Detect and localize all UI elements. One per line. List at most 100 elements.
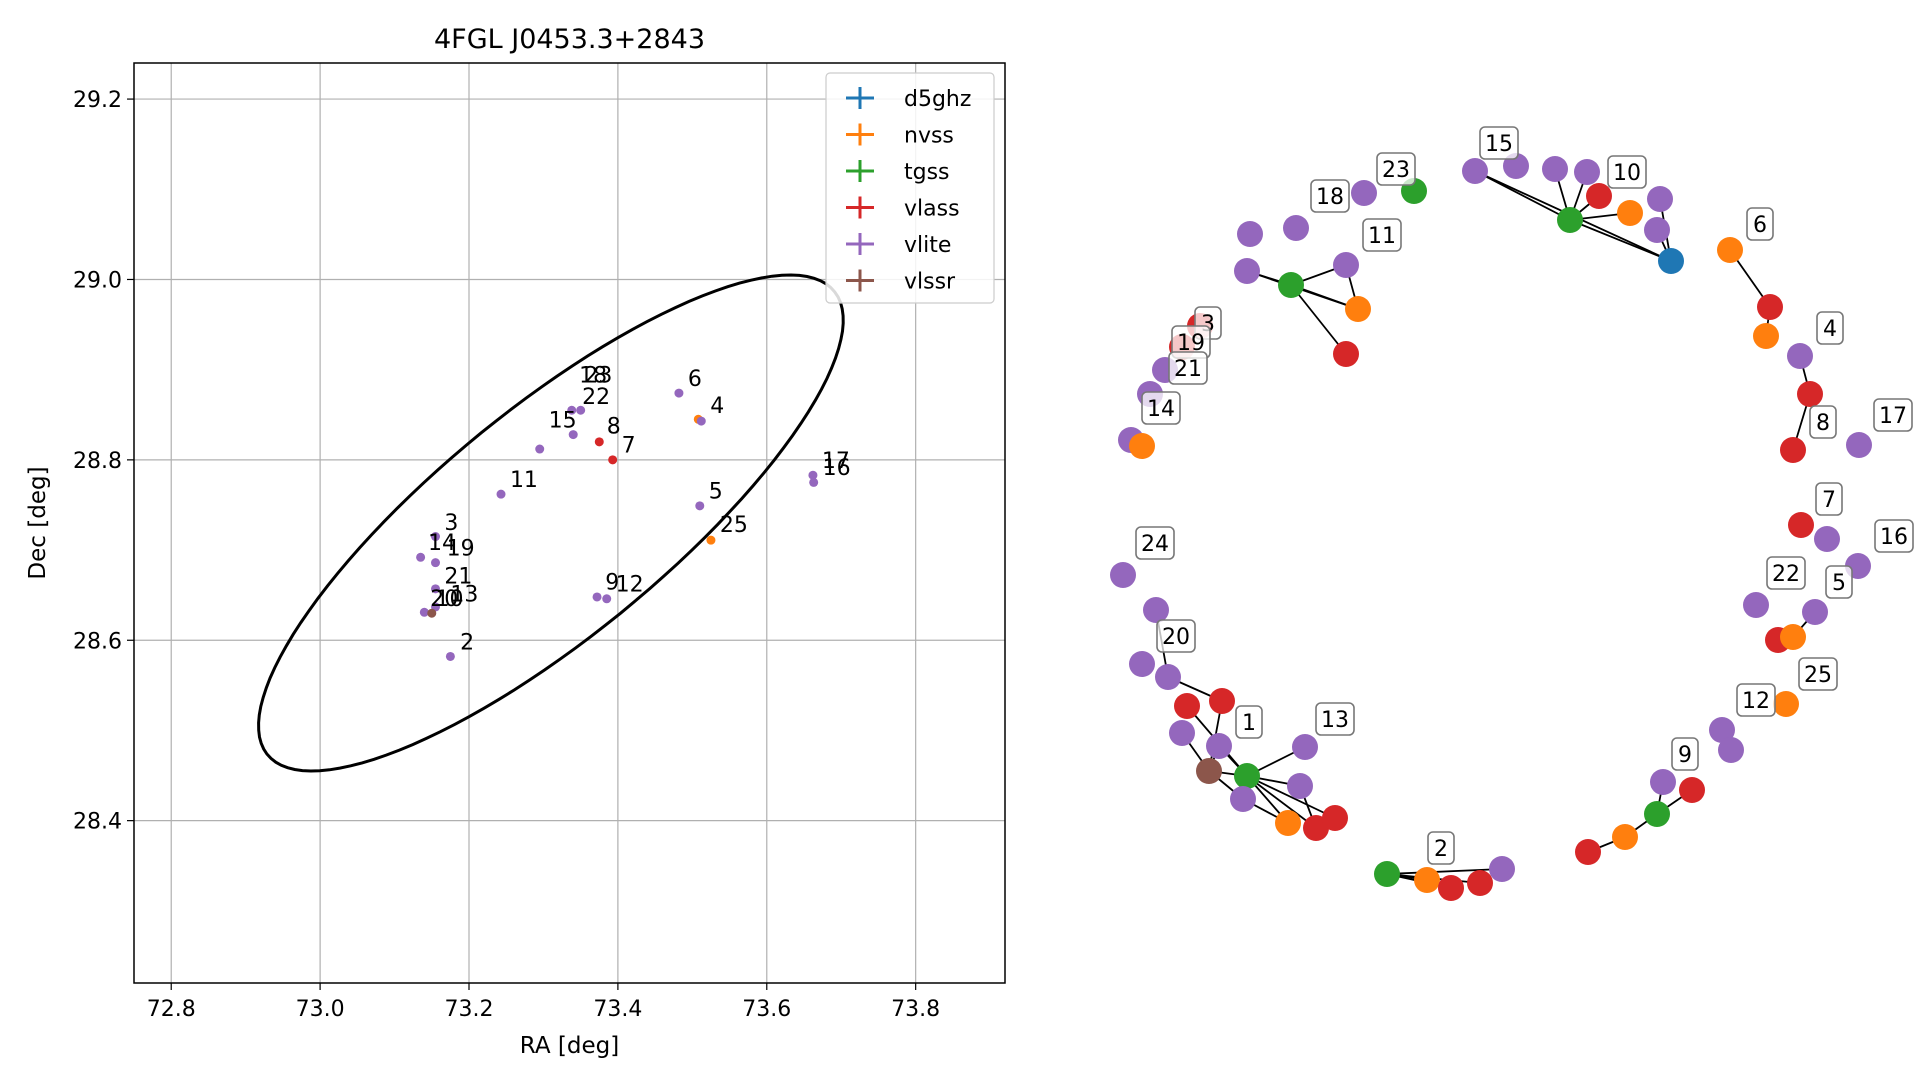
network-node-vlite	[1143, 597, 1169, 623]
network-edge	[1290, 284, 1347, 355]
node-label-box	[1427, 831, 1455, 865]
point-label: 18	[579, 363, 607, 388]
point-label: 6	[688, 367, 702, 392]
network-node-vlite	[1647, 186, 1673, 212]
network-node-nvss	[1612, 824, 1638, 850]
network-node-vlite	[1644, 217, 1670, 243]
y-tick-label: 28.6	[73, 629, 122, 654]
node-label-box	[1479, 126, 1519, 160]
point-label: 20	[430, 587, 458, 612]
point-label: 25	[720, 513, 748, 538]
network-node-vlite	[1234, 258, 1260, 284]
legend-entry-tgss: tgss	[904, 160, 950, 185]
x-tick-label: 73.8	[891, 997, 940, 1022]
source-point-vlite	[808, 470, 818, 480]
network-node-tgss	[1644, 801, 1670, 827]
node-label: 2	[1434, 837, 1448, 862]
x-tick-label: 72.8	[147, 997, 196, 1022]
network-node-tgss	[1557, 207, 1583, 233]
point-label: 7	[622, 434, 636, 459]
node-label: 17	[1879, 404, 1907, 429]
network-node-vlass	[1575, 839, 1601, 865]
uncertainty-ellipse-layer	[257, 273, 845, 773]
source-point-vlite	[674, 388, 684, 398]
y-axis-label: Dec [deg]	[25, 466, 51, 579]
node-label: 25	[1804, 663, 1832, 688]
node-label: 22	[1772, 562, 1800, 587]
network-node-vlite	[1814, 526, 1840, 552]
source-point-vlite	[809, 477, 819, 487]
node-label-box	[1671, 737, 1699, 771]
node-label: 18	[1316, 185, 1344, 210]
node-label-box	[1825, 565, 1853, 599]
node-label-box	[1873, 398, 1913, 432]
node-label: 24	[1141, 532, 1169, 557]
network-node-vlite	[1110, 562, 1136, 588]
network-node-vlass	[1209, 688, 1235, 714]
node-label: 7	[1822, 488, 1836, 513]
network-node-nvss	[1275, 810, 1301, 836]
x-tick-label: 73.2	[445, 997, 494, 1022]
node-label-box	[1809, 405, 1837, 439]
point-label: 13	[450, 582, 478, 607]
network-node-vlite	[1351, 180, 1377, 206]
legend-entry-nvss: nvss	[904, 124, 954, 149]
network-node-vlass	[1174, 693, 1200, 719]
node-label: 4	[1823, 317, 1837, 342]
network-node-nvss	[1414, 867, 1440, 893]
node-label-box	[1135, 526, 1175, 560]
node-label-box	[1798, 657, 1838, 691]
source-point-vlass	[608, 455, 618, 465]
source-point-nvss	[706, 535, 716, 545]
point-label: 3	[444, 511, 458, 536]
node-label: 16	[1880, 525, 1908, 550]
point-label: 10	[436, 587, 464, 612]
node-label: 21	[1174, 357, 1202, 382]
legend-entry-vlite: vlite	[904, 233, 951, 258]
source-point-vlite	[696, 416, 706, 426]
network-node-vlass	[1467, 870, 1493, 896]
network-node-tgss	[1374, 861, 1400, 887]
x-tick-label: 73.0	[296, 997, 345, 1022]
network-node-vlite	[1787, 343, 1813, 369]
node-label-box	[1815, 482, 1843, 516]
network-node-nvss	[1617, 200, 1643, 226]
node-label: 12	[1742, 689, 1770, 714]
network-node-vlass	[1788, 512, 1814, 538]
source-point-vlite	[602, 594, 612, 604]
y-tick-label: 28.8	[73, 449, 122, 474]
source-point-vlite	[419, 607, 429, 617]
legend-entry-d5ghz: d5ghz	[904, 87, 971, 112]
y-tick-label: 28.4	[73, 810, 122, 835]
point-label: 5	[709, 480, 723, 505]
node-label-box	[1816, 311, 1844, 345]
node-label-box	[1874, 519, 1914, 553]
x-axis-label: RA [deg]	[520, 1033, 619, 1059]
network-edge	[1246, 775, 1336, 819]
legend-entry-vlssr: vlssr	[904, 270, 956, 295]
y-tick-label: 29.2	[73, 88, 122, 113]
node-label: 13	[1321, 708, 1349, 733]
point-label: 15	[549, 408, 577, 433]
x-tick-label: 73.6	[742, 997, 791, 1022]
network-node-vlite	[1574, 159, 1600, 185]
point-label: 14	[428, 531, 456, 556]
point-label: 16	[823, 456, 851, 481]
x-tick-label: 73.4	[593, 997, 642, 1022]
network-node-vlass	[1586, 183, 1612, 209]
chart-title: 4FGL J0453.3+2843	[434, 24, 705, 55]
network-node-tgss	[1278, 272, 1304, 298]
point-label: 8	[607, 415, 621, 440]
node-label: 20	[1162, 625, 1190, 650]
network-node-vlass	[1679, 777, 1705, 803]
source-point-vlite	[496, 489, 506, 499]
node-label-box	[1156, 619, 1196, 653]
legend: d5ghz nvss tgss vlass vlite vlssr	[825, 72, 995, 304]
uncertainty-ellipse	[257, 273, 845, 773]
source-point-vlite	[568, 430, 578, 440]
network-node-vlite	[1155, 664, 1181, 690]
points-layer	[416, 388, 819, 661]
network-node-d5ghz	[1658, 248, 1684, 274]
node-label-box	[1310, 179, 1350, 213]
